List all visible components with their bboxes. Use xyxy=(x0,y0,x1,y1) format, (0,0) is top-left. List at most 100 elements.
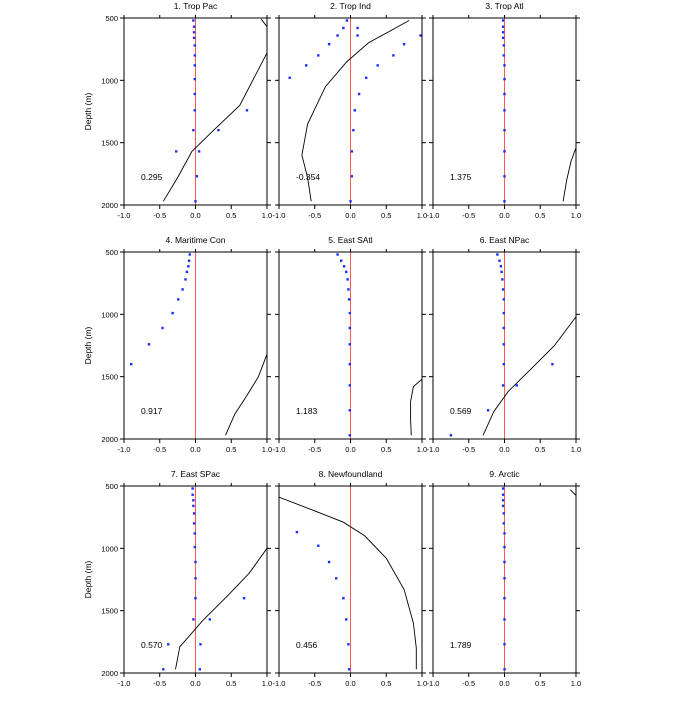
data-point xyxy=(350,175,354,178)
x-tick-label: 0.0 xyxy=(190,211,200,220)
plot-area xyxy=(162,18,267,205)
data-point xyxy=(345,618,348,621)
x-tick-label: 0.5 xyxy=(535,445,545,454)
x-tick-label: 0.0 xyxy=(499,211,509,220)
data-point xyxy=(501,288,505,291)
x-tick-label: 1.0 xyxy=(571,679,581,688)
data-point xyxy=(147,343,151,346)
data-point xyxy=(327,560,331,564)
data-point xyxy=(345,19,349,22)
plot-area xyxy=(130,252,267,439)
x-tick-label: 1.0 xyxy=(417,445,427,454)
panel-annotation: 0.295 xyxy=(141,172,163,182)
data-point xyxy=(242,597,246,600)
data-point xyxy=(353,109,356,112)
panel-title: 9. Arctic xyxy=(489,469,520,479)
data-point xyxy=(503,560,506,564)
data-point xyxy=(130,363,133,366)
panel-annotation: 0.569 xyxy=(450,406,472,416)
data-point xyxy=(347,298,351,301)
data-point xyxy=(503,618,506,621)
data-point xyxy=(305,64,308,67)
x-tick-label: 1.0 xyxy=(417,211,427,220)
panel-8: -1.0 -0.5 0.0 0.5 1.0 8. Newfoundland 0.456 xyxy=(273,469,428,688)
series-curve xyxy=(301,20,410,202)
data-point xyxy=(295,530,299,534)
data-point xyxy=(288,76,291,79)
panel-title: 2. Trop Ind xyxy=(330,1,371,11)
y-tick-label: 2000 xyxy=(101,435,118,444)
data-point xyxy=(336,34,339,37)
data-point xyxy=(197,150,201,153)
data-point xyxy=(502,522,505,525)
panel-1: -1.0 -0.5 0.0 0.5 1.0 500 1000 1500 2000 1. Trop … xyxy=(83,1,272,220)
x-tick-label: 0.5 xyxy=(535,679,545,688)
panel-title: 1. Trop Pac xyxy=(174,1,218,11)
panel-annotation: 1.183 xyxy=(296,406,318,416)
data-point xyxy=(187,265,190,268)
panel-4: -1.0 -0.5 0.0 0.5 1.0 500 1000 1500 2000 4. Marit… xyxy=(83,235,272,454)
data-point xyxy=(502,512,505,515)
data-point xyxy=(187,259,191,262)
data-point xyxy=(193,54,196,57)
y-tick-label: 2000 xyxy=(101,201,118,210)
x-tick-label: 0.0 xyxy=(499,679,509,688)
panel-annotation: 1.375 xyxy=(450,172,472,182)
data-point xyxy=(193,64,196,67)
y-tick-label: 1500 xyxy=(101,139,118,148)
data-point xyxy=(342,26,345,30)
data-point xyxy=(192,129,195,132)
x-tick-label: 0.0 xyxy=(499,445,509,454)
plot-area xyxy=(501,18,576,205)
y-tick-label: 1000 xyxy=(101,310,118,319)
data-point xyxy=(342,597,345,600)
x-tick-label: 0.5 xyxy=(226,211,236,220)
data-point xyxy=(171,311,174,315)
series-curve xyxy=(279,496,417,670)
data-point xyxy=(349,200,352,203)
data-point xyxy=(348,326,351,330)
x-tick-label: 1.0 xyxy=(417,679,427,688)
panel-annotation: 0.456 xyxy=(296,640,318,650)
y-tick-label: 1500 xyxy=(101,607,118,616)
data-point xyxy=(501,31,505,34)
y-tick-label: 1500 xyxy=(101,373,118,382)
panel-title: 5. East SAtl xyxy=(328,235,373,245)
x-tick-label: -1.0 xyxy=(427,679,440,688)
panel-title: 8. Newfoundland xyxy=(319,469,383,479)
data-point xyxy=(376,64,379,67)
x-tick-label: -0.5 xyxy=(308,679,321,688)
x-tick-label: -0.5 xyxy=(462,211,475,220)
panel-5: -1.0 -0.5 0.0 0.5 1.0 5. East SAtl 1.183 xyxy=(273,235,428,454)
x-tick-label: -1.0 xyxy=(118,211,131,220)
data-point xyxy=(502,363,505,366)
data-point xyxy=(192,499,195,502)
y-axis-label: Depth (m) xyxy=(83,326,93,364)
panel-title: 3. Trop Atl xyxy=(485,1,523,11)
data-point xyxy=(192,504,195,508)
data-point xyxy=(193,77,196,81)
panel-6: -1.0 -0.5 0.0 0.5 1.0 6. East NPac 0.569 xyxy=(427,235,582,454)
data-point xyxy=(357,92,361,96)
data-point xyxy=(501,25,505,28)
panel-2: -1.0 -0.5 0.0 0.5 1.0 2. Trop Ind -0.354 xyxy=(273,1,428,220)
x-tick-label: -0.5 xyxy=(462,445,475,454)
data-point xyxy=(503,532,506,535)
data-point xyxy=(501,487,505,490)
x-tick-label: 1.0 xyxy=(571,211,581,220)
panel-annotation: 0.570 xyxy=(141,640,163,650)
data-point xyxy=(335,577,338,580)
data-point xyxy=(503,77,506,81)
x-tick-label: 0.5 xyxy=(381,445,391,454)
data-point xyxy=(167,643,170,646)
x-tick-label: 1.0 xyxy=(571,445,581,454)
x-tick-label: 0.0 xyxy=(345,445,355,454)
data-point xyxy=(352,129,355,132)
x-tick-label: 0.5 xyxy=(226,445,236,454)
data-point xyxy=(342,265,346,268)
y-tick-label: 2000 xyxy=(101,669,118,678)
x-tick-label: 1.0 xyxy=(262,445,272,454)
data-point xyxy=(348,384,351,387)
